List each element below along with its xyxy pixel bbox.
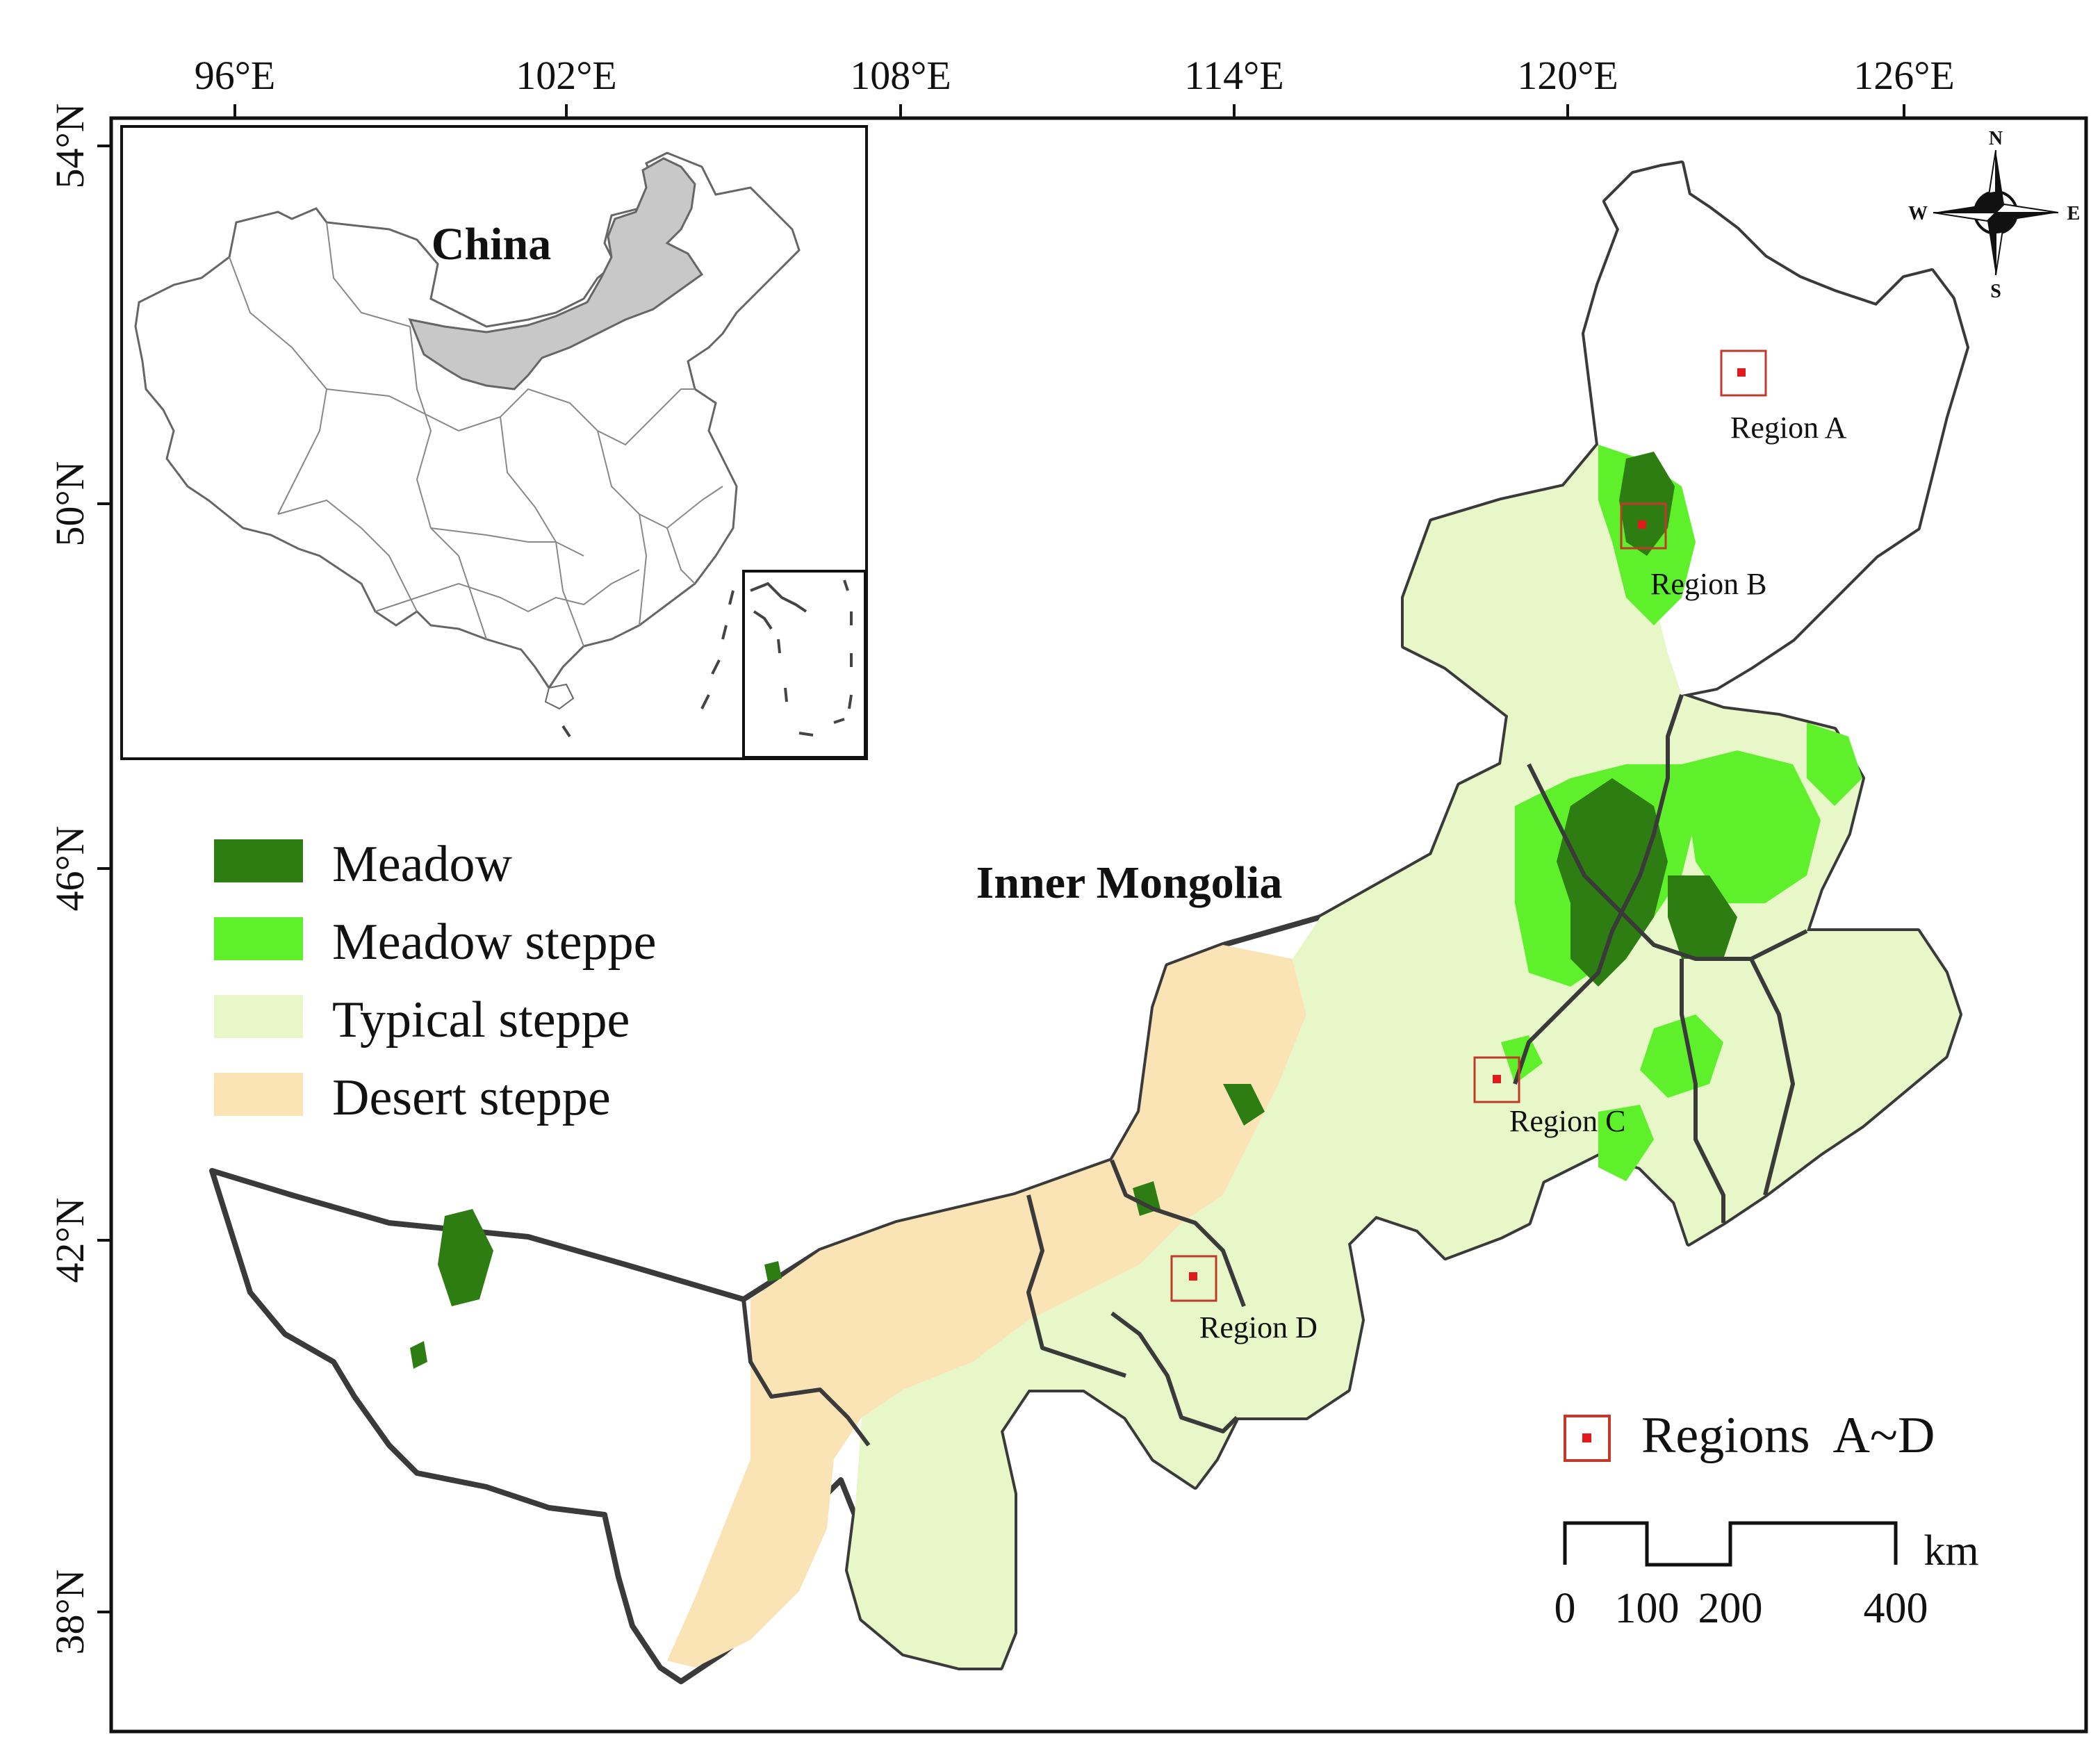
- scale-bar: km 0 100 200 400: [1555, 1521, 1979, 1632]
- lon-label-120e: 120°E: [1517, 53, 1618, 98]
- lat-label-38n: 38°N: [47, 1569, 92, 1654]
- compass-rose: N S E W: [1908, 128, 2080, 302]
- region-d-box: [1170, 1255, 1217, 1302]
- latitude-labels: 54°N 50°N 46°N 42°N 38°N: [47, 103, 92, 1654]
- lon-label-96e: 96°E: [195, 53, 276, 98]
- lon-label-108e: 108°E: [850, 53, 951, 98]
- china-inset-map: China: [120, 125, 868, 760]
- south-sea-dashes: [561, 590, 735, 738]
- inset-title: China: [432, 219, 551, 270]
- lon-label-102e: 102°E: [516, 53, 617, 98]
- region-a-dot: [1737, 368, 1746, 377]
- map-frame: [109, 116, 2088, 1734]
- inner-mongolia-map: Region A Region B Region C Region D Inne…: [209, 161, 1969, 1684]
- desert-steppe-zone: [667, 945, 1306, 1668]
- region-b-box: [1620, 502, 1667, 550]
- lat-label-50n: 50°N: [47, 461, 92, 546]
- compass-s: S: [1990, 281, 2001, 302]
- legend-label-meadow: Meadow: [332, 836, 512, 893]
- regions-legend: Regions A~D: [1564, 1407, 1935, 1464]
- inner-mongolia-highlight: [408, 157, 704, 390]
- scale-tick-200: 200: [1698, 1585, 1763, 1632]
- region-b-label: Region B: [1650, 567, 1766, 601]
- region-d-dot: [1189, 1272, 1197, 1281]
- internal-boundaries: [741, 694, 1808, 1447]
- legend-swatch-typical-steppe: [214, 995, 303, 1038]
- region-c-dot: [1493, 1075, 1501, 1083]
- legend-label-typical-steppe: Typical steppe: [332, 992, 630, 1048]
- scale-unit: km: [1923, 1527, 1978, 1574]
- legend: Meadow Meadow steppe Typical steppe Dese…: [214, 836, 656, 1126]
- legend-swatch-meadow: [214, 839, 303, 882]
- lon-label-114e: 114°E: [1184, 53, 1283, 98]
- region-b-dot: [1638, 520, 1646, 529]
- region-a-label: Region A: [1730, 411, 1847, 445]
- lon-label-126e: 126°E: [1853, 53, 1955, 98]
- scale-tick-400: 400: [1864, 1585, 1928, 1632]
- longitude-ticks: [233, 104, 1905, 118]
- legend-swatch-meadow-steppe: [214, 917, 303, 960]
- hainan-island: [544, 683, 575, 710]
- province-lines: [229, 222, 723, 647]
- region-c-label: Region C: [1509, 1104, 1625, 1138]
- typical-steppe-zone: [848, 445, 1960, 1668]
- region-d-label: Region D: [1199, 1310, 1318, 1344]
- lat-label-54n: 54°N: [47, 103, 92, 188]
- scale-tick-100: 100: [1615, 1585, 1680, 1632]
- regions-legend-dot: [1582, 1433, 1591, 1442]
- compass-n: N: [1989, 128, 2003, 149]
- longitude-labels: 96°E 102°E 108°E 114°E 120°E 126°E: [195, 53, 1955, 98]
- latitude-ticks: [97, 145, 111, 1613]
- legend-label-meadow-steppe: Meadow steppe: [332, 914, 656, 971]
- compass-w: W: [1908, 203, 1928, 224]
- regions-legend-swatch: [1564, 1415, 1611, 1462]
- meadow-patches: [410, 452, 1737, 1369]
- lat-label-46n: 46°N: [47, 825, 92, 911]
- legend-label-desert-steppe: Desert steppe: [332, 1069, 611, 1126]
- region-markers: Region A Region B Region C Region D: [1170, 349, 1847, 1344]
- south-sea-inset: [742, 570, 867, 759]
- scale-tick-0: 0: [1555, 1585, 1576, 1632]
- lat-label-42n: 42°N: [47, 1197, 92, 1283]
- legend-swatch-desert-steppe: [214, 1073, 303, 1116]
- regions-legend-label: Regions A~D: [1641, 1407, 1935, 1464]
- region-c-box: [1473, 1056, 1520, 1103]
- region-a-box: [1720, 349, 1767, 397]
- south-sea-inset-content: [750, 579, 853, 737]
- compass-e: E: [2067, 203, 2081, 224]
- main-map-title: Inner Mongolia: [976, 857, 1283, 908]
